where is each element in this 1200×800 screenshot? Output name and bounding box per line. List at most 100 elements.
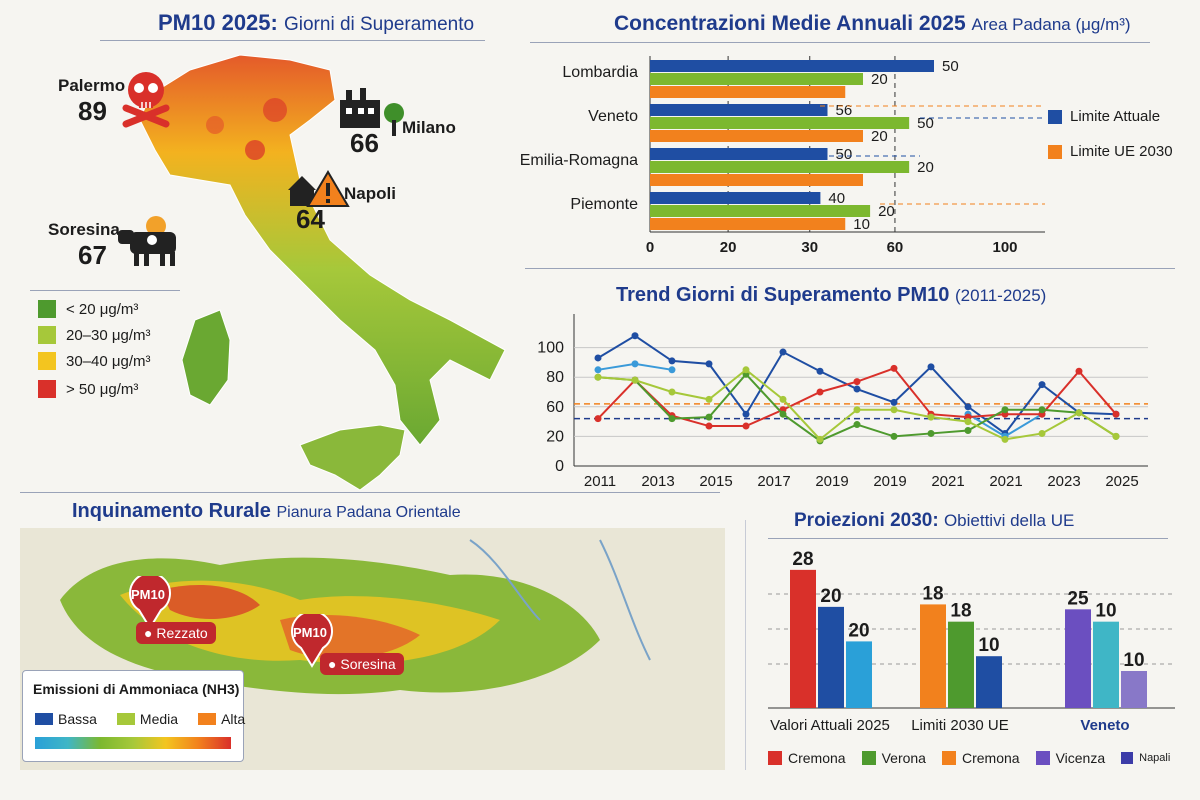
trend-x-tick-label: 2021 [931, 473, 964, 490]
bar-chart-title: Concentrazioni Medie Annuali 2025 Area P… [614, 12, 1131, 35]
bar-orange [650, 174, 863, 186]
proj-legend-item: Cremona [768, 750, 846, 766]
legend-swatch [38, 352, 56, 370]
trend-y-tick-label: 60 [546, 399, 564, 416]
trend-point-green [705, 413, 713, 421]
trend-point-green [668, 415, 676, 423]
bar-category-label: Lombardia [562, 64, 638, 81]
ammonia-legend-title: Emissioni di Ammoniaca (NH3) [33, 681, 240, 697]
bar-green [650, 73, 863, 85]
bar-title-rule [530, 42, 1150, 43]
map-title-rule [100, 40, 485, 41]
pin-tag-soresina: PM10 [293, 625, 327, 640]
pin-label-soresina[interactable]: ● Soresina [320, 653, 404, 675]
trend-point-blue [779, 348, 787, 356]
proj-data-label: 18 [950, 601, 971, 622]
proj-legend-item: Vicenza [1035, 750, 1105, 766]
trend-y-tick-label: 0 [555, 458, 564, 475]
trend-point-olive [853, 406, 861, 414]
legend-swatch [38, 300, 56, 318]
ammonia-legend-item: Alta [198, 711, 245, 727]
bar-green [650, 117, 910, 129]
bar-blue [650, 148, 828, 160]
trend-point-olive [594, 373, 602, 381]
trend-point-blue [890, 398, 898, 406]
proj-legend-item: Napali [1121, 750, 1170, 766]
trend-point-olive [742, 366, 750, 374]
proj-data-label: 10 [1123, 650, 1144, 671]
trend-y-tick-label: 20 [546, 428, 564, 445]
trend-point-red [1112, 410, 1120, 418]
trend-top-rule [525, 268, 1175, 269]
bar-category-label: Piemonte [570, 196, 638, 213]
bar-x-tick-label: 0 [646, 239, 654, 256]
bar-blue [650, 60, 934, 72]
bar-orange [650, 86, 846, 98]
proj-bar [790, 569, 816, 708]
tree-icon [384, 103, 404, 136]
trend-x-tick-label: 2019 [873, 473, 906, 490]
trend-x-tick-label: 2011 [584, 473, 616, 490]
proj-bar [976, 656, 1002, 708]
city-label-soresina: Soresina [48, 220, 120, 239]
trend-point-green [927, 429, 935, 437]
trend-point-red [1075, 367, 1083, 375]
trend-point-olive [779, 395, 787, 403]
bar-data-label: 50 [942, 58, 959, 75]
factory-icon [340, 88, 380, 128]
bar-data-label: 20 [871, 128, 888, 145]
proj-data-label: 28 [792, 549, 813, 570]
rural-title: Inquinamento Rurale Pianura Padana Orien… [72, 500, 461, 522]
trend-point-blue [631, 332, 639, 340]
bar-data-label: 20 [871, 71, 888, 88]
city-value-napoli: 64 [296, 204, 325, 234]
proj-category-label: Limiti 2030 UE [911, 717, 1009, 734]
bar-data-label: 40 [828, 190, 845, 207]
bar-orange [650, 130, 863, 142]
proj-bar [920, 604, 946, 708]
trend-point-red [594, 415, 602, 423]
trend-point-blue [705, 360, 713, 368]
trend-point-olive [1038, 429, 1046, 437]
map-legend-item: 30–40 μg/m³ [38, 352, 151, 370]
bar-data-label: 50 [836, 146, 853, 163]
map-title: PM10 2025: Giorni di Superamento [158, 10, 475, 35]
trend-point-olive [705, 395, 713, 403]
trend-point-red [816, 388, 824, 396]
trend-point-blue [594, 354, 602, 362]
trend-point-blue [1038, 381, 1046, 389]
bar-category-label: Veneto [588, 108, 638, 125]
proj-data-label: 20 [820, 586, 841, 607]
proj-data-label: 10 [978, 635, 999, 656]
pin-label-rezzato[interactable]: ● Rezzato [136, 622, 216, 644]
proj-data-label: 18 [922, 583, 943, 604]
pin-marker-icon [291, 614, 333, 668]
trend-point-blue [964, 403, 972, 411]
proj-category-label: Veneto [1080, 717, 1129, 734]
map-legend-item: < 20 μg/m³ [38, 300, 138, 318]
trend-point-green [890, 432, 898, 440]
trend-x-tick-label: 2023 [1047, 473, 1080, 490]
city-value-soresina: 67 [78, 240, 107, 270]
proj-title-rule [768, 538, 1168, 539]
italy-map [139, 54, 506, 491]
city-value-palermo: 89 [78, 96, 107, 126]
proj-data-label: 10 [1095, 601, 1116, 622]
bar-orange [650, 218, 846, 230]
proj-bar [948, 621, 974, 708]
warning-icon [288, 170, 350, 207]
bar-x-tick-label: 60 [887, 239, 904, 256]
trend-point-blue [668, 357, 676, 365]
map-legend-item: 20–30 μg/m³ [38, 326, 151, 344]
trend-x-tick-label: 2019 [815, 473, 848, 490]
bar-green [650, 205, 871, 217]
trend-y-tick-label: 80 [546, 369, 564, 386]
proj-bar [1093, 621, 1119, 708]
trend-point-olive [890, 406, 898, 414]
trend-point-olive [964, 418, 972, 426]
bar-x-tick-label: 100 [992, 239, 1017, 256]
bar-data-label: 20 [917, 159, 934, 176]
trend-point-blue [816, 367, 824, 375]
pin-tag-rezzato: PM10 [131, 587, 165, 602]
